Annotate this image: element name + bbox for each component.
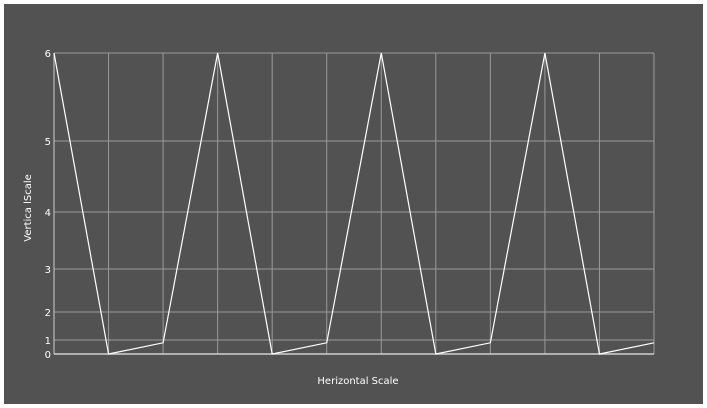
chart: 0 1 2 3 4 5 6 Herizontal Scale Vertica lScale: [23, 49, 655, 387]
series-line: [53, 52, 655, 355]
chart-frame: 0 1 2 3 4 5 6 Herizontal Scale Vertica lScale: [4, 4, 703, 404]
y-tick-label: 6: [45, 49, 51, 60]
grid-lines: [53, 52, 655, 355]
y-tick-label: 3: [45, 265, 51, 276]
y-tick-label: 4: [45, 208, 51, 219]
y-tick-label: 1: [45, 336, 51, 347]
y-tick-labels: 0 1 2 3 4 5 6: [45, 49, 51, 361]
y-axis-label: Vertica lScale: [23, 174, 34, 242]
axes: [53, 53, 654, 355]
y-tick-label: 5: [45, 137, 51, 148]
series-layer: [53, 52, 655, 355]
x-axis-label: Herizontal Scale: [317, 376, 398, 387]
y-tick-label: 2: [45, 308, 51, 319]
y-tick-label: 0: [45, 350, 51, 361]
